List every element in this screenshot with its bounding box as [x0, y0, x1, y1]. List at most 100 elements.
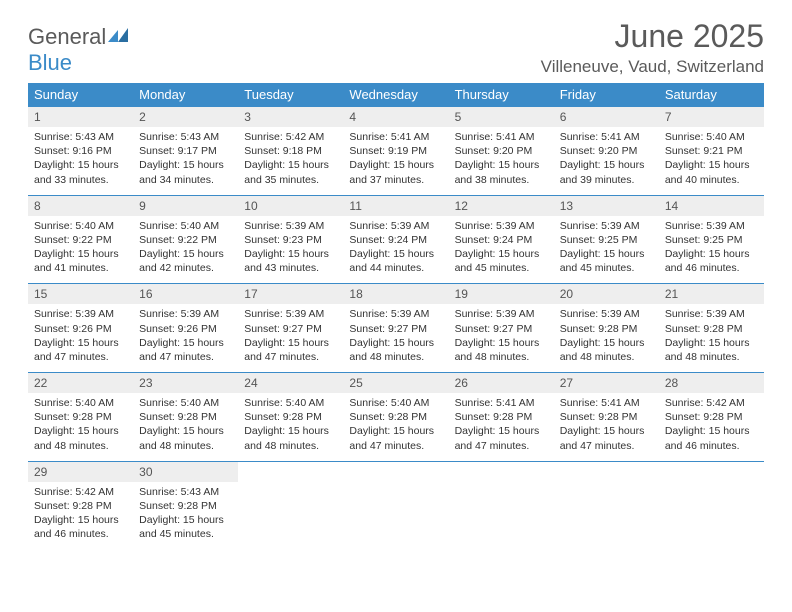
info-row: Sunrise: 5:40 AMSunset: 9:28 PMDaylight:…: [28, 393, 764, 461]
day-info-cell: Sunrise: 5:43 AMSunset: 9:16 PMDaylight:…: [28, 127, 133, 195]
sunset-text: Sunset: 9:28 PM: [665, 410, 758, 424]
day-number-cell: 23: [133, 373, 238, 394]
day-info-cell: Sunrise: 5:40 AMSunset: 9:22 PMDaylight:…: [28, 216, 133, 284]
sunset-text: Sunset: 9:19 PM: [349, 144, 442, 158]
sunrise-text: Sunrise: 5:39 AM: [244, 307, 337, 321]
daylight-text: Daylight: 15 hours and 48 minutes.: [665, 336, 758, 364]
sunset-text: Sunset: 9:21 PM: [665, 144, 758, 158]
day-number-cell: 9: [133, 195, 238, 216]
day-header: Sunday: [28, 83, 133, 107]
day-info-cell: Sunrise: 5:39 AMSunset: 9:27 PMDaylight:…: [238, 304, 343, 372]
sunset-text: Sunset: 9:22 PM: [34, 233, 127, 247]
daylight-text: Daylight: 15 hours and 43 minutes.: [244, 247, 337, 275]
sunset-text: Sunset: 9:28 PM: [560, 322, 653, 336]
sunrise-text: Sunrise: 5:39 AM: [244, 219, 337, 233]
day-info-cell: Sunrise: 5:41 AMSunset: 9:20 PMDaylight:…: [554, 127, 659, 195]
sunset-text: Sunset: 9:28 PM: [34, 410, 127, 424]
sunrise-text: Sunrise: 5:43 AM: [34, 130, 127, 144]
sunset-text: Sunset: 9:28 PM: [349, 410, 442, 424]
sunset-text: Sunset: 9:24 PM: [349, 233, 442, 247]
daylight-text: Daylight: 15 hours and 47 minutes.: [455, 424, 548, 452]
day-info-cell: Sunrise: 5:40 AMSunset: 9:22 PMDaylight:…: [133, 216, 238, 284]
sunset-text: Sunset: 9:26 PM: [139, 322, 232, 336]
day-number-cell: [554, 461, 659, 482]
info-row: Sunrise: 5:43 AMSunset: 9:16 PM Daylight:…: [28, 127, 764, 195]
sunrise-text: Sunrise: 5:42 AM: [665, 396, 758, 410]
sunrise-text: Sunrise: 5:39 AM: [455, 219, 548, 233]
day-info-cell: Sunrise: 5:42 AMSunset: 9:28 PMDaylight:…: [659, 393, 764, 461]
daylight-text: Daylight: 15 hours and 48 minutes.: [244, 424, 337, 452]
day-info-cell: Sunrise: 5:39 AMSunset: 9:27 PMDaylight:…: [449, 304, 554, 372]
sunset-text: Sunset: 9:17 PM: [139, 144, 232, 158]
day-info-cell: Sunrise: 5:40 AMSunset: 9:28 PMDaylight:…: [238, 393, 343, 461]
sunrise-text: Sunrise: 5:39 AM: [560, 219, 653, 233]
sunset-text: Sunset: 9:20 PM: [455, 144, 548, 158]
day-info-cell: Sunrise: 5:43 AMSunset: 9:17 PMDaylight:…: [133, 127, 238, 195]
sunrise-text: Sunrise: 5:42 AM: [244, 130, 337, 144]
day-header: Thursday: [449, 83, 554, 107]
day-header-row: Sunday Monday Tuesday Wednesday Thursday…: [28, 83, 764, 107]
day-number-cell: 11: [343, 195, 448, 216]
day-header: Tuesday: [238, 83, 343, 107]
sunset-text: Sunset: 9:16 PM: [34, 144, 127, 158]
day-number-cell: 28: [659, 373, 764, 394]
daylight-text: Daylight: 15 hours and 46 minutes.: [665, 424, 758, 452]
day-info-cell: Sunrise: 5:40 AMSunset: 9:21 PMDaylight:…: [659, 127, 764, 195]
sunrise-text: Sunrise: 5:39 AM: [665, 219, 758, 233]
sunrise-text: Sunrise: 5:39 AM: [34, 307, 127, 321]
daylight-text: Daylight: 15 hours and 37 minutes.: [349, 158, 442, 186]
day-number-cell: [238, 461, 343, 482]
daylight-text: Daylight: 15 hours and 47 minutes.: [34, 336, 127, 364]
daylight-text: Daylight: 15 hours and 48 minutes.: [455, 336, 548, 364]
day-number-cell: 2: [133, 107, 238, 128]
daylight-text: Daylight: 15 hours and 48 minutes.: [34, 424, 127, 452]
sunrise-text: Sunrise: 5:41 AM: [455, 396, 548, 410]
day-info-cell: [659, 482, 764, 550]
sunrise-text: Sunrise: 5:39 AM: [665, 307, 758, 321]
day-info-cell: Sunrise: 5:39 AMSunset: 9:28 PMDaylight:…: [554, 304, 659, 372]
sunrise-text: Sunrise: 5:40 AM: [139, 396, 232, 410]
day-number-cell: 6: [554, 107, 659, 128]
logo-text-part2: Blue: [28, 50, 72, 75]
sunset-text: Sunset: 9:28 PM: [139, 499, 232, 513]
day-info-cell: Sunrise: 5:41 AMSunset: 9:28 PMDaylight:…: [449, 393, 554, 461]
daylight-text: Daylight: 15 hours and 47 minutes.: [349, 424, 442, 452]
daylight-text: Daylight: 15 hours and 44 minutes.: [349, 247, 442, 275]
day-info-cell: [238, 482, 343, 550]
logo-text: General Blue: [28, 24, 130, 76]
sunrise-text: Sunrise: 5:39 AM: [349, 307, 442, 321]
day-info-cell: Sunrise: 5:40 AMSunset: 9:28 PMDaylight:…: [343, 393, 448, 461]
daylight-text: Daylight: 15 hours and 38 minutes.: [455, 158, 548, 186]
location-text: Villeneuve, Vaud, Switzerland: [541, 57, 764, 77]
sunset-text: Sunset: 9:28 PM: [139, 410, 232, 424]
daylight-text: Daylight: 15 hours and 46 minutes.: [665, 247, 758, 275]
month-title: June 2025: [541, 18, 764, 55]
sunrise-text: Sunrise: 5:39 AM: [455, 307, 548, 321]
daylight-text: Daylight: 15 hours and 48 minutes.: [349, 336, 442, 364]
day-info-cell: Sunrise: 5:39 AMSunset: 9:25 PMDaylight:…: [659, 216, 764, 284]
day-info-cell: Sunrise: 5:40 AMSunset: 9:28 PMDaylight:…: [133, 393, 238, 461]
day-info-cell: Sunrise: 5:41 AMSunset: 9:20 PMDaylight:…: [449, 127, 554, 195]
sunrise-text: Sunrise: 5:41 AM: [560, 396, 653, 410]
day-number-cell: 22: [28, 373, 133, 394]
day-number-cell: 24: [238, 373, 343, 394]
info-row: Sunrise: 5:42 AMSunset: 9:28 PMDaylight:…: [28, 482, 764, 550]
sunrise-text: Sunrise: 5:42 AM: [34, 485, 127, 499]
day-number-cell: 17: [238, 284, 343, 305]
daylight-text: Daylight: 15 hours and 42 minutes.: [139, 247, 232, 275]
day-number-cell: 5: [449, 107, 554, 128]
sunrise-text: Sunrise: 5:40 AM: [139, 219, 232, 233]
info-row: Sunrise: 5:39 AM Sunset: 9:26 PM Daylight:…: [28, 304, 764, 372]
sunrise-text: Sunrise: 5:40 AM: [244, 396, 337, 410]
sunrise-text: Sunrise: 5:43 AM: [139, 485, 232, 499]
day-info-cell: Sunrise: 5:39 AMSunset: 9:28 PMDaylight:…: [659, 304, 764, 372]
sunrise-text: Sunrise: 5:41 AM: [560, 130, 653, 144]
daynum-row: 891011121314: [28, 195, 764, 216]
day-number-cell: [343, 461, 448, 482]
daylight-text: Daylight: 15 hours and 39 minutes.: [560, 158, 653, 186]
logo: General Blue: [28, 24, 130, 76]
daylight-text: Daylight: 15 hours and 45 minutes.: [455, 247, 548, 275]
sunset-text: Sunset: 9:28 PM: [665, 322, 758, 336]
sunset-text: Sunset: 9:18 PM: [244, 144, 337, 158]
daylight-text: Daylight: 15 hours and 48 minutes.: [560, 336, 653, 364]
